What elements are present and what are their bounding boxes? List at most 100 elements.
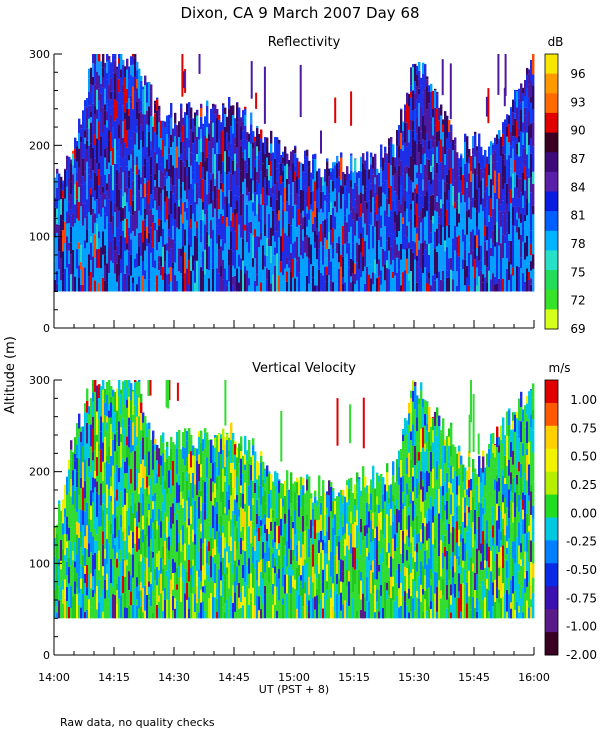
- heatmap-cell: [116, 536, 119, 553]
- heatmap-cell: [252, 546, 255, 564]
- heatmap-cell: [124, 380, 127, 405]
- heatmap-cell: [350, 251, 353, 259]
- heatmap-cell: [350, 533, 353, 554]
- heatmap-cell: [154, 568, 157, 581]
- heatmap-cell: [162, 432, 165, 443]
- heatmap-cell: [116, 184, 119, 208]
- heatmap-cell: [172, 542, 175, 559]
- heatmap-cell: [382, 192, 385, 204]
- heatmap-cell: [272, 481, 275, 487]
- heatmap-cell: [172, 185, 175, 194]
- heatmap-cell: [224, 114, 227, 127]
- heatmap-cell: [62, 603, 65, 619]
- heatmap-cell: [330, 214, 333, 231]
- heatmap-cell: [490, 238, 493, 248]
- heatmap-cell: [132, 215, 135, 232]
- heatmap-cell: [292, 243, 295, 259]
- heatmap-cell: [142, 493, 145, 516]
- heatmap-cell: [426, 79, 429, 87]
- heatmap-cell: [62, 548, 65, 563]
- heatmap-cell: [142, 89, 145, 103]
- heatmap-cell: [238, 485, 241, 502]
- heatmap-cell: [128, 66, 131, 80]
- heatmap-cell: [416, 431, 419, 452]
- heatmap-cell: [216, 268, 219, 292]
- heatmap-cell: [180, 103, 183, 108]
- heatmap-cell: [350, 477, 353, 492]
- heatmap-cell: [144, 279, 147, 292]
- colorbar-swatch: [545, 289, 558, 310]
- heatmap-cell: [138, 473, 141, 494]
- heatmap-cell: [172, 165, 175, 186]
- heatmap-cell: [334, 555, 337, 575]
- heatmap-cell: [516, 226, 519, 233]
- heatmap-cell: [136, 511, 139, 527]
- heatmap-cell: [266, 581, 269, 599]
- heatmap-cell: [208, 246, 211, 271]
- heatmap-cell: [134, 65, 137, 77]
- heatmap-cell: [476, 226, 479, 236]
- heatmap-cell: [350, 201, 353, 212]
- heatmap-cell: [166, 472, 169, 481]
- heatmap-cell: [80, 426, 83, 432]
- heatmap-cell: [132, 283, 135, 292]
- heatmap-cell: [496, 199, 499, 223]
- heatmap-cell: [152, 126, 155, 150]
- heatmap-cell: [102, 442, 105, 462]
- heatmap-cell: [386, 153, 389, 156]
- heatmap-cell: [66, 250, 69, 268]
- heatmap-cell: [154, 580, 157, 597]
- heatmap-cell: [206, 127, 209, 139]
- heatmap-cell: [508, 211, 511, 235]
- heatmap-cell: [412, 598, 415, 619]
- heatmap-cell: [224, 268, 227, 292]
- heatmap-cell: [136, 445, 139, 469]
- heatmap-cell: [434, 164, 437, 174]
- heatmap-cell: [64, 484, 67, 509]
- heatmap-cell: [410, 227, 413, 249]
- heatmap-cell: [506, 159, 509, 184]
- heatmap-cell: [276, 253, 279, 274]
- heatmap-cell: [186, 599, 189, 619]
- heatmap-cell: [330, 230, 333, 245]
- heatmap-cell: [410, 130, 413, 150]
- heatmap-cell: [416, 233, 419, 256]
- heatmap-cell: [104, 579, 107, 599]
- heatmap-cell: [158, 218, 161, 226]
- heatmap-cell: [244, 597, 247, 619]
- heatmap-cell: [174, 219, 177, 243]
- heatmap-cell: [344, 546, 347, 556]
- heatmap-cell: [252, 521, 255, 547]
- heatmap-cell: [140, 487, 143, 503]
- heatmap-cell: [312, 566, 315, 583]
- heatmap-cell: [148, 451, 151, 476]
- heatmap-cell: [128, 417, 131, 426]
- heatmap-cell: [132, 475, 135, 493]
- heatmap-cell: [264, 524, 267, 533]
- heatmap-cell: [410, 91, 413, 98]
- heatmap-cell: [270, 274, 273, 284]
- heatmap-cell: [324, 580, 327, 596]
- heatmap-cell: [330, 244, 333, 255]
- heatmap-cell: [306, 266, 309, 276]
- heatmap-cell: [528, 69, 531, 75]
- heatmap-cell: [256, 479, 259, 500]
- heatmap-cell: [160, 138, 163, 150]
- heatmap-cell: [160, 193, 163, 201]
- heatmap-cell: [88, 254, 91, 277]
- heatmap-cell: [186, 199, 189, 208]
- heatmap-cell: [520, 213, 523, 223]
- heatmap-cell: [366, 556, 369, 577]
- heatmap-cell: [464, 285, 467, 292]
- heatmap-cell: [84, 547, 87, 566]
- heatmap-cell: [146, 476, 149, 488]
- heatmap-cell: [252, 498, 255, 505]
- heatmap-cell: [296, 561, 299, 568]
- heatmap-cell: [408, 273, 411, 281]
- heatmap-cell: [84, 182, 87, 204]
- heatmap-cell: [106, 573, 109, 590]
- heatmap-cell: [144, 178, 147, 184]
- heatmap-cell: [236, 147, 239, 163]
- heatmap-cell: [358, 506, 361, 532]
- heatmap-cell: [256, 547, 259, 560]
